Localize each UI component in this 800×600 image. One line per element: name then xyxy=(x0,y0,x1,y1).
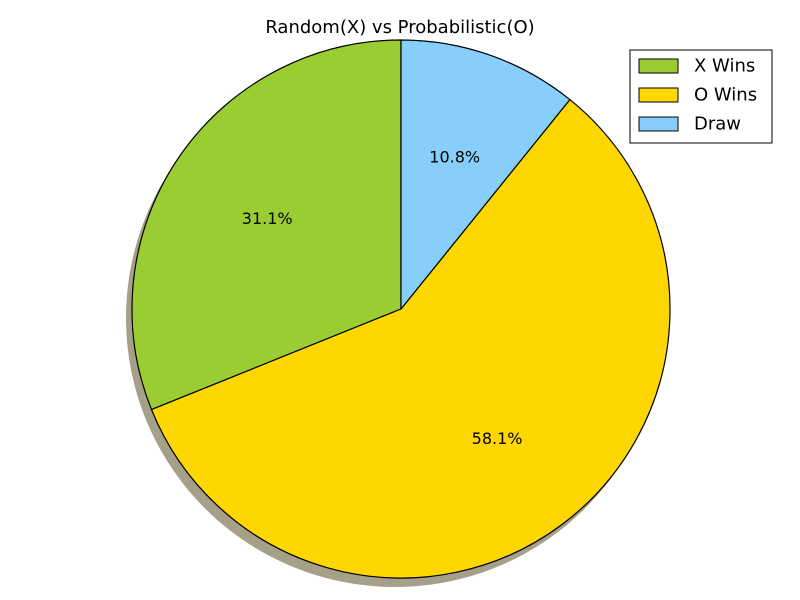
legend-label-x-wins: X Wins xyxy=(694,56,755,77)
legend-swatch-draw xyxy=(638,116,679,132)
pie-slices-layer xyxy=(131,39,671,579)
pie-slice-draw xyxy=(400,39,571,310)
legend-items: X Wins O Wins Draw xyxy=(638,56,757,135)
legend-label-o-wins: O Wins xyxy=(694,85,757,106)
slice-percent-label-draw: 10.8% xyxy=(429,147,480,166)
pie-labels-layer: 31.1% 58.1% 10.8% xyxy=(242,147,523,448)
legend-label-draw: Draw xyxy=(694,114,741,135)
legend-swatch-o-wins xyxy=(638,87,679,103)
slice-percent-label-x-wins: 31.1% xyxy=(242,209,293,228)
pie-slice-x-wins xyxy=(131,39,402,411)
slice-percent-label-o-wins: 58.1% xyxy=(472,429,523,448)
chart-title: Random(X) vs Probabilistic(O) xyxy=(265,17,534,38)
pie-slice-o-wins xyxy=(150,98,671,579)
legend: X Wins O Wins Draw xyxy=(629,49,773,144)
legend-swatch-x-wins xyxy=(638,58,679,74)
